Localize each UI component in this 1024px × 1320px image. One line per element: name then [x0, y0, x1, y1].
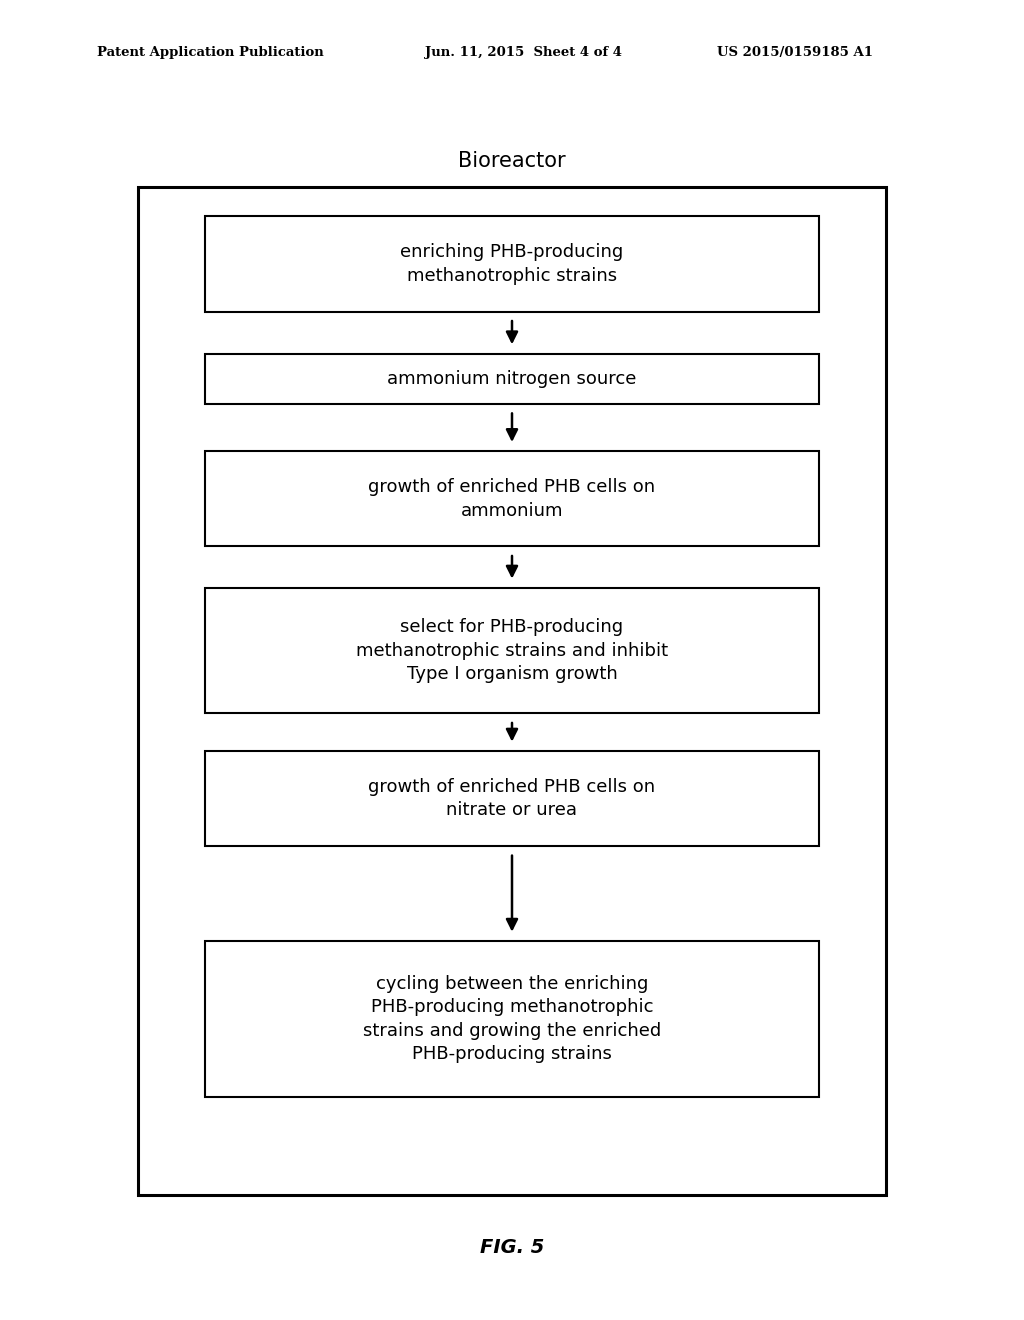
Text: Bioreactor: Bioreactor	[458, 150, 566, 172]
Text: Jun. 11, 2015  Sheet 4 of 4: Jun. 11, 2015 Sheet 4 of 4	[425, 46, 622, 59]
Text: cycling between the enriching
PHB-producing methanotrophic
strains and growing t: cycling between the enriching PHB-produc…	[362, 974, 662, 1064]
Bar	[205, 751, 819, 846]
Bar	[205, 451, 819, 546]
Text: FIG. 5: FIG. 5	[480, 1238, 544, 1257]
Bar	[205, 589, 819, 713]
Text: Patent Application Publication: Patent Application Publication	[97, 46, 324, 59]
Text: growth of enriched PHB cells on
nitrate or urea: growth of enriched PHB cells on nitrate …	[369, 777, 655, 820]
Bar	[205, 354, 819, 404]
Bar	[138, 187, 886, 1195]
Text: ammonium nitrogen source: ammonium nitrogen source	[387, 370, 637, 388]
Text: enriching PHB-producing
methanotrophic strains: enriching PHB-producing methanotrophic s…	[400, 243, 624, 285]
Bar	[205, 216, 819, 312]
Text: US 2015/0159185 A1: US 2015/0159185 A1	[717, 46, 872, 59]
Bar	[205, 941, 819, 1097]
Text: select for PHB-producing
methanotrophic strains and inhibit
Type I organism grow: select for PHB-producing methanotrophic …	[356, 618, 668, 684]
Text: growth of enriched PHB cells on
ammonium: growth of enriched PHB cells on ammonium	[369, 478, 655, 520]
